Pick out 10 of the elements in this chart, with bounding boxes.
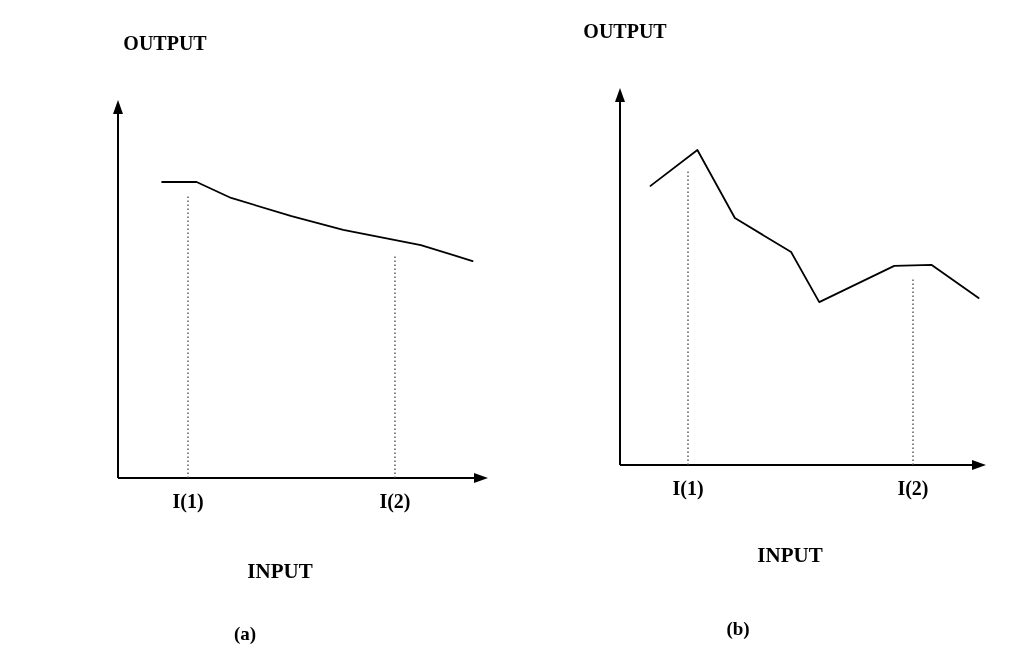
x-axis-title: INPUT (247, 559, 313, 583)
x-tick-label: I(2) (897, 477, 929, 500)
x-axis-title: INPUT (757, 543, 823, 567)
y-axis-title: OUTPUT (123, 32, 208, 54)
x-tick-label: I(1) (172, 490, 204, 513)
x-tick-label: I(2) (379, 490, 411, 513)
text: (a) (233, 623, 257, 645)
y-axis-title: OUTPUT (583, 20, 668, 42)
x-tick-label: I(1) (672, 477, 704, 500)
text: (b) (726, 618, 750, 640)
